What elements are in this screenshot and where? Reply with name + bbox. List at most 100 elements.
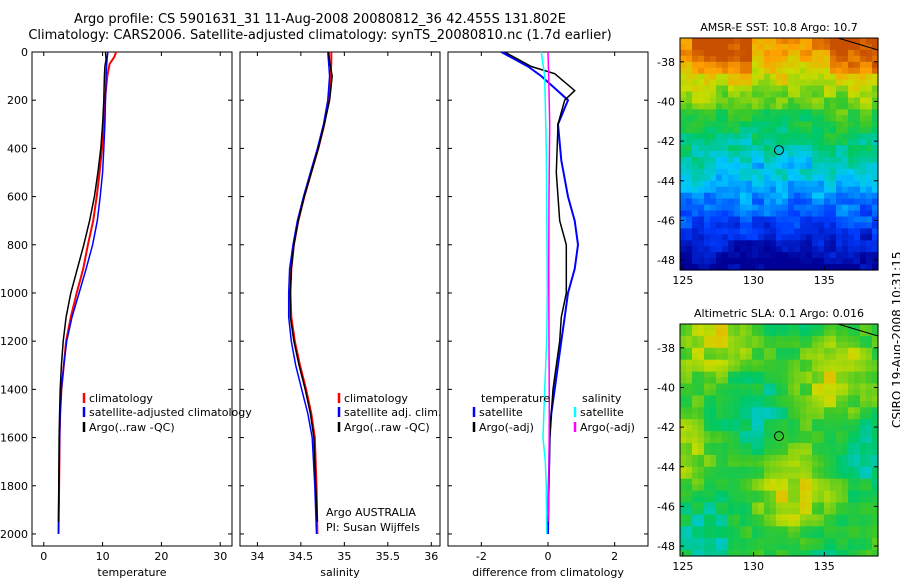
heatmap-cell [758, 324, 765, 331]
heatmap-cell [836, 377, 843, 384]
heatmap-cell [764, 168, 771, 176]
heatmap-cell [860, 264, 867, 271]
heatmap-cell [734, 162, 741, 170]
heatmap-cell [818, 371, 825, 379]
heatmap-cell [824, 192, 831, 200]
heatmap-cell [824, 377, 831, 384]
heatmap-cell [812, 38, 819, 45]
heatmap-cell [692, 73, 699, 81]
heatmap-cell [764, 526, 771, 533]
heatmap-cell [746, 395, 753, 402]
heatmap-cell [788, 335, 795, 343]
heatmap-cell [698, 377, 705, 384]
heatmap-cell [830, 258, 837, 265]
heatmap-cell [848, 460, 855, 468]
heatmap-cell [836, 365, 843, 373]
heatmap-cell [872, 97, 879, 104]
heatmap-cell [776, 359, 783, 367]
heatmap-cell [704, 103, 711, 110]
heatmap-cell [728, 115, 735, 122]
heatmap-cell [794, 97, 801, 104]
heatmap-cell [866, 324, 873, 331]
heatmap-cell [830, 353, 837, 361]
heatmap-cell [710, 359, 717, 367]
heatmap-cell [806, 371, 813, 379]
heatmap-cell [800, 407, 807, 414]
heatmap-cell [830, 490, 837, 498]
legend-sal-argo-label: Argo(-adj) [580, 421, 635, 434]
heatmap-cell [764, 258, 771, 265]
heatmap-cell [866, 425, 873, 432]
heatmap-cell [698, 121, 705, 128]
heatmap-cell [866, 365, 873, 373]
heatmap-cell [818, 139, 825, 146]
heatmap-cell [770, 389, 777, 396]
heatmap-cell [866, 335, 873, 343]
heatmap-cell [866, 401, 873, 408]
x-axis-label: salinity [320, 566, 360, 579]
heatmap-cell [686, 365, 693, 373]
heatmap-cell [818, 246, 825, 253]
heatmap-cell [860, 49, 867, 57]
heatmap-cell [782, 222, 789, 229]
heatmap-cell [734, 413, 741, 420]
heatmap-cell [818, 508, 825, 515]
heatmap-cell [722, 43, 729, 51]
heatmap-cell [866, 490, 873, 498]
heatmap-cell [860, 121, 867, 128]
heatmap-cell [812, 532, 819, 539]
heatmap-cell [770, 484, 777, 492]
heatmap-cell [866, 496, 873, 503]
heatmap-cell [782, 431, 789, 438]
heatmap-cell [872, 508, 879, 515]
heatmap-cell [854, 335, 861, 343]
heatmap-cell [704, 234, 711, 241]
heatmap-cell [776, 490, 783, 498]
heatmap-cell [752, 538, 759, 545]
heatmap-cell [704, 383, 711, 390]
heatmap-cell [782, 133, 789, 140]
heatmap-cell [764, 97, 771, 104]
heatmap-cell [794, 550, 801, 557]
heatmap-cell [716, 192, 723, 200]
heatmap-cell [692, 43, 699, 51]
heatmap-cell [716, 526, 723, 533]
heatmap-cell [812, 180, 819, 188]
heatmap-cell [836, 544, 843, 551]
heatmap-cell [872, 91, 879, 98]
heatmap-cell [782, 550, 789, 557]
heatmap-cell [860, 151, 867, 158]
heatmap-cell [776, 174, 783, 182]
heatmap-cell [776, 419, 783, 426]
heatmap-cell [830, 389, 837, 396]
heatmap-cell [794, 121, 801, 128]
heatmap-cell [812, 49, 819, 57]
heatmap-cell [806, 91, 813, 98]
heatmap-cell [704, 246, 711, 253]
heatmap-cell [854, 204, 861, 212]
heatmap-cell [734, 443, 741, 450]
heatmap-cell [752, 472, 759, 480]
heatmap-cell [740, 490, 747, 498]
heatmap-cell [860, 371, 867, 379]
heatmap-cell [698, 347, 705, 355]
heatmap-cell [830, 454, 837, 462]
heatmap-cell [722, 514, 729, 521]
heatmap-cell [716, 448, 723, 456]
heatmap-cell [848, 389, 855, 396]
heatmap-cell [746, 478, 753, 486]
heatmap-cell [818, 413, 825, 420]
heatmap-cell [842, 538, 849, 545]
heatmap-cell [734, 454, 741, 462]
heatmap-cell [776, 377, 783, 384]
heatmap-cell [818, 252, 825, 259]
heatmap-cell [848, 228, 855, 235]
heatmap-cell [842, 329, 849, 337]
heatmap-cell [794, 49, 801, 57]
heatmap-cell [860, 395, 867, 402]
heatmap-cell [800, 174, 807, 182]
heatmap-cell [794, 502, 801, 509]
heatmap-cell [872, 109, 879, 116]
heatmap-cell [764, 38, 771, 45]
heatmap-cell [800, 538, 807, 545]
